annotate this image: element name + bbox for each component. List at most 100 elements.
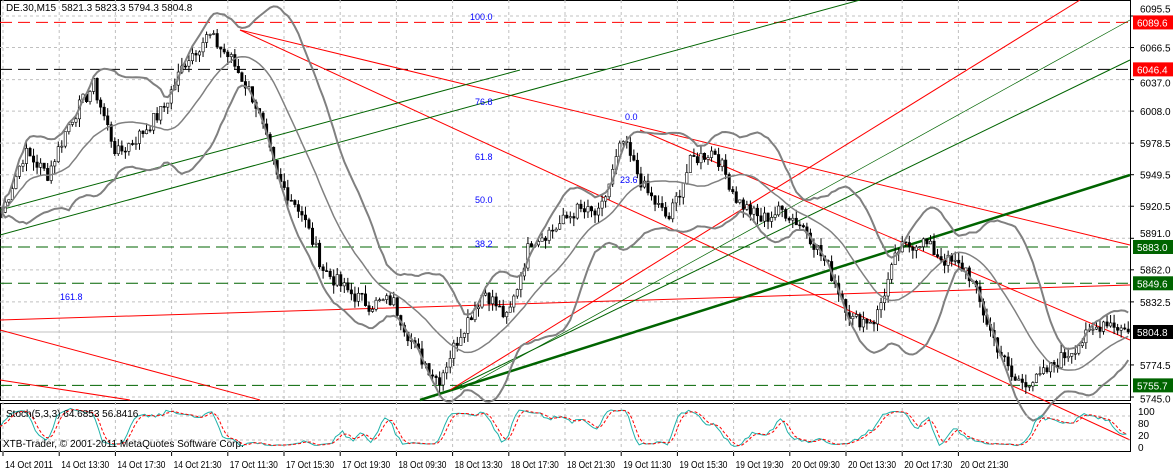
candle-body xyxy=(1094,326,1098,330)
price-level-label: 6089.6 xyxy=(1137,18,1168,29)
candle-body xyxy=(593,210,597,216)
candle-body xyxy=(692,155,696,157)
x-tick-label: 14 Oct 17:30 xyxy=(117,460,165,471)
candle-body xyxy=(215,33,219,48)
candle-body xyxy=(586,206,590,213)
candle-body xyxy=(957,259,961,264)
candle-body xyxy=(699,152,703,164)
candle-body xyxy=(731,189,735,193)
candle-body xyxy=(219,46,223,50)
candle-body xyxy=(289,199,293,202)
candle-body xyxy=(801,225,805,228)
price-level-label: 5804.8 xyxy=(1137,328,1168,339)
trend-line xyxy=(0,284,1131,321)
stochastic-label: Stoch(5,3,3) 64.6853 56.8416 xyxy=(6,409,139,420)
candle-body xyxy=(911,246,915,251)
candle-body xyxy=(431,374,435,377)
candle-body xyxy=(367,305,371,312)
candle-body xyxy=(544,237,548,241)
candle-body xyxy=(702,152,706,160)
trend-line xyxy=(449,0,1081,391)
fib-label: 76.8 xyxy=(475,97,493,107)
candle-body xyxy=(332,276,336,286)
candle-body xyxy=(194,53,198,56)
x-tick-label: 20 Oct 17:30 xyxy=(904,460,952,471)
candle-body xyxy=(741,199,745,210)
candle-body xyxy=(1034,373,1038,383)
candle-body xyxy=(1070,353,1074,357)
price-level-badge xyxy=(1133,239,1173,254)
candle-body xyxy=(441,372,445,386)
candle-body xyxy=(936,254,940,257)
candle-body xyxy=(70,121,74,125)
candle-body xyxy=(148,129,152,132)
candle-body xyxy=(710,150,714,158)
candle-body xyxy=(339,274,343,287)
candle-body xyxy=(1038,373,1042,375)
fib-label: 38.2 xyxy=(475,239,493,249)
candle-body xyxy=(438,377,442,386)
candle-body xyxy=(865,318,869,324)
price-level-badge xyxy=(1133,276,1173,291)
candle-body xyxy=(106,115,110,126)
candle-body xyxy=(784,209,788,219)
candle-body xyxy=(166,102,170,108)
candle-body xyxy=(946,254,950,266)
candle-body xyxy=(752,207,756,215)
candle-body xyxy=(226,51,230,58)
candle-body xyxy=(632,155,636,161)
candle-body xyxy=(745,204,749,210)
y-tick-label: 5891.0 xyxy=(1140,229,1171,240)
candle-body xyxy=(183,65,187,68)
trend-line xyxy=(0,329,261,401)
candle-body xyxy=(342,282,346,287)
candle-body xyxy=(385,295,389,300)
candle-body xyxy=(1091,328,1095,331)
x-tick-label: 14 Oct 21:30 xyxy=(174,460,222,471)
candle-body xyxy=(932,240,936,255)
stoch-axis-label: 0 xyxy=(1138,443,1144,454)
x-tick-label: 18 Oct 21:30 xyxy=(567,460,615,471)
candle-body xyxy=(1063,352,1067,359)
bollinger-band xyxy=(1,56,1129,371)
candle-body xyxy=(1006,356,1010,367)
candle-body xyxy=(1112,322,1116,328)
price-level-label: 5849.6 xyxy=(1137,279,1168,290)
candle-body xyxy=(35,161,39,168)
ohlc-values: 5821.3 5823.3 5794.3 5804.8 xyxy=(61,3,193,14)
candle-body xyxy=(88,91,92,103)
candle-body xyxy=(14,176,18,189)
candle-body xyxy=(1041,367,1045,374)
y-tick-label: 5745.0 xyxy=(1140,394,1171,405)
fib-label: 0.0 xyxy=(625,112,638,122)
candle-body xyxy=(236,66,240,73)
y-tick-label: 5949.5 xyxy=(1140,171,1171,182)
candle-body xyxy=(466,317,470,334)
candle-body xyxy=(667,215,671,220)
candle-body xyxy=(374,299,378,310)
candle-body xyxy=(928,240,932,245)
fib-label: 50.0 xyxy=(475,195,493,205)
candle-body xyxy=(575,203,579,219)
candle-body xyxy=(296,204,300,212)
x-tick-label: 14 Oct 2011 xyxy=(5,460,53,471)
candle-body xyxy=(582,208,586,213)
candle-body xyxy=(558,223,562,230)
trend-line xyxy=(459,19,1131,391)
candle-body xyxy=(469,317,473,321)
candle-body xyxy=(201,42,205,53)
x-tick-label: 18 Oct 13:30 xyxy=(455,460,503,471)
candle-body xyxy=(282,181,286,188)
candle-body xyxy=(7,199,11,203)
price-level-label: 5883.0 xyxy=(1137,243,1168,254)
candle-body xyxy=(462,333,466,338)
candle-body xyxy=(854,314,858,317)
trend-line xyxy=(0,379,131,401)
candle-body xyxy=(572,216,576,219)
symbol-label: DE.30,M15 xyxy=(6,3,57,14)
candle-body xyxy=(914,246,918,251)
candle-body xyxy=(455,342,459,346)
candle-body xyxy=(600,200,604,209)
candle-body xyxy=(229,54,233,58)
